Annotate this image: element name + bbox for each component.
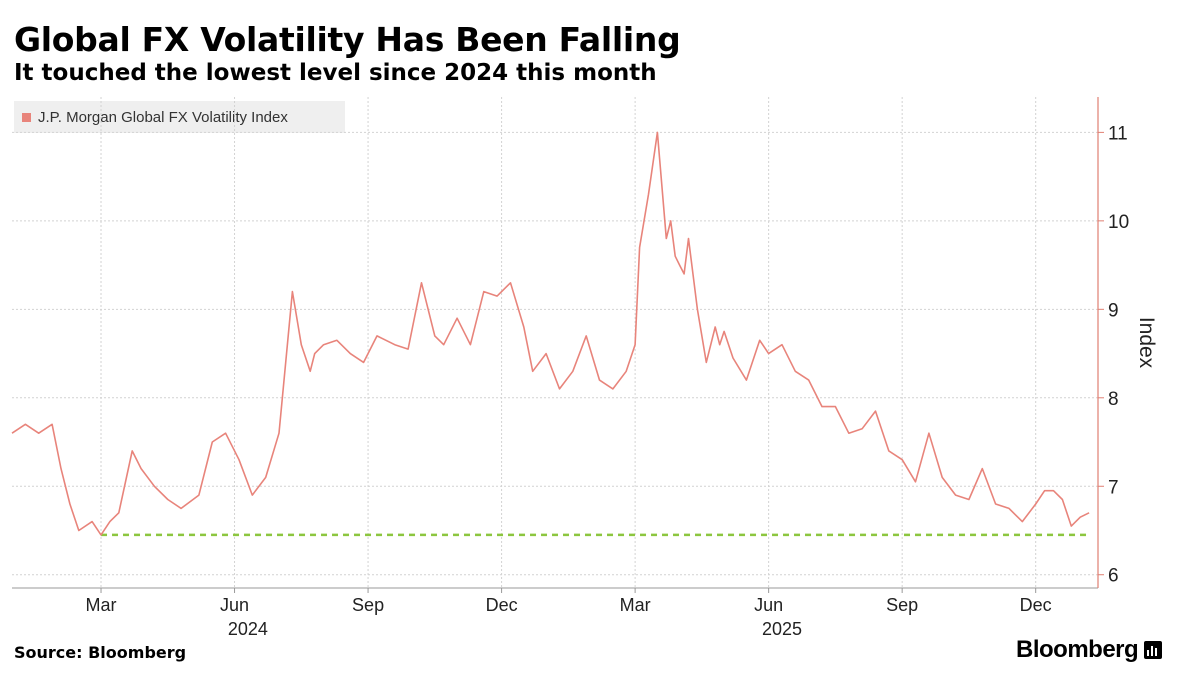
y-tick-label: 8 <box>1108 389 1119 410</box>
chart-subtitle: It touched the lowest level since 2024 t… <box>14 60 657 86</box>
source-note: Source: Bloomberg <box>14 643 187 662</box>
legend: J.P. Morgan Global FX Volatility Index <box>14 101 345 133</box>
x-tick-label: Jun <box>754 595 783 615</box>
x-tick-label: Mar <box>620 595 651 615</box>
chart-title: Global FX Volatility Has Been Falling <box>14 20 681 59</box>
brand-logo: Bloomberg <box>1016 636 1163 664</box>
y-tick-label: 7 <box>1108 477 1119 498</box>
x-tick-label: Mar <box>86 595 117 615</box>
x-tick-label: Jun <box>220 595 249 615</box>
y-axis-title: Index <box>1135 317 1158 369</box>
x-tick-label: Dec <box>486 595 518 615</box>
y-tick-label: 10 <box>1108 212 1129 233</box>
x-tick-label: Sep <box>886 595 918 615</box>
y-tick-label: 11 <box>1108 123 1128 144</box>
x-tick-label: Sep <box>352 595 384 615</box>
series-line <box>11 131 1090 536</box>
y-tick-label: 9 <box>1108 300 1119 321</box>
chart-icon <box>1144 641 1163 659</box>
legend-swatch <box>22 112 31 122</box>
x-year-label: 2024 <box>228 619 268 639</box>
y-tick-label: 6 <box>1108 566 1119 587</box>
x-tick-label: Dec <box>1020 595 1052 615</box>
x-year-label: 2025 <box>762 619 802 639</box>
legend-label: J.P. Morgan Global FX Volatility Index <box>38 108 288 126</box>
brand-wordmark: Bloomberg <box>1016 636 1139 663</box>
